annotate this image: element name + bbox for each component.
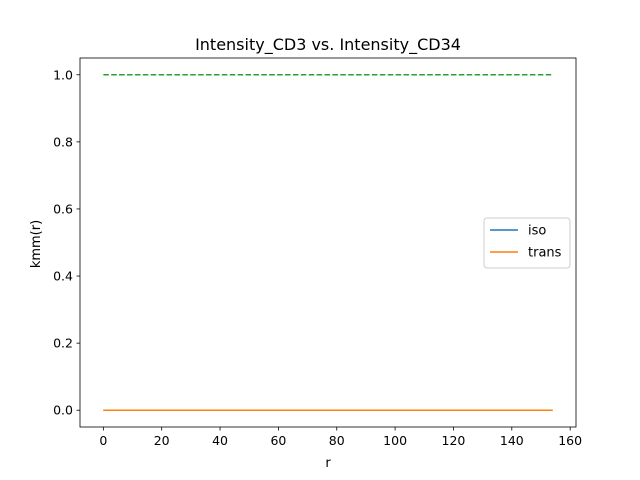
legend-box — [483, 217, 571, 269]
x-tick-label: 60 — [270, 433, 286, 448]
chart-title: Intensity_CD3 vs. Intensity_CD34 — [195, 35, 461, 55]
x-tick-label: 40 — [212, 433, 228, 448]
x-tick-label: 160 — [558, 433, 582, 448]
x-tick-label: 20 — [154, 433, 170, 448]
x-axis-label: r — [325, 456, 331, 471]
x-tick-label: 80 — [329, 433, 345, 448]
x-tick-label: 0 — [99, 433, 107, 448]
y-tick-label: 0.2 — [53, 336, 73, 351]
y-tick-label: 1.0 — [53, 67, 73, 82]
legend: iso trans — [483, 217, 571, 269]
y-tick-label: 0.6 — [53, 201, 73, 216]
x-tick-label: 100 — [383, 433, 407, 448]
axes-frame — [79, 57, 577, 428]
y-axis-label: kmm(r) — [29, 220, 44, 268]
y-tick-label: 0.8 — [53, 134, 73, 149]
legend-label-trans: trans — [528, 246, 562, 261]
y-tick-label: 0.0 — [53, 403, 73, 418]
y-tick-label: 0.4 — [53, 269, 73, 284]
x-tick-label: 140 — [500, 433, 524, 448]
plot-area: 0 20 40 60 80 100 120 140 160 0.0 0.2 0.4 0.6 0.8 1.0 — [53, 57, 582, 448]
legend-label-iso: iso — [528, 224, 546, 239]
x-tick-label: 120 — [442, 433, 466, 448]
